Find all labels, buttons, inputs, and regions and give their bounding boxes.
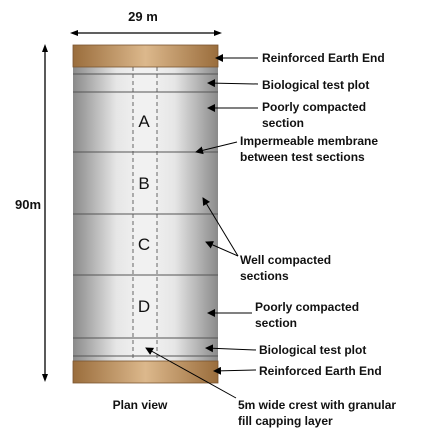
arrow-reinforced-bot (213, 366, 257, 375)
arrow-crest (145, 347, 237, 399)
label-reinforced-top: Reinforced Earth End (262, 51, 385, 65)
label-well-line2: sections (240, 269, 289, 283)
label-poor-bot-line2: section (255, 316, 297, 330)
width-label: 29 m (128, 9, 158, 24)
height-label: 90m (15, 197, 41, 212)
label-membrane-line2: between test sections (240, 150, 365, 164)
label-poor-top-line2: section (262, 116, 304, 130)
label-membrane-line1: Impermeable membrane (240, 134, 378, 148)
label-poor-bot-line1: Poorly compacted (255, 300, 359, 314)
arrow-bio-bot (205, 344, 257, 353)
plan-view-caption: Plan view (113, 398, 168, 412)
label-poor-top-line1: Poorly compacted (262, 100, 366, 114)
crest-strip (133, 65, 157, 372)
reinforced-end-top (72, 44, 219, 68)
callout-arrows (145, 54, 259, 399)
label-bio-top: Biological test plot (262, 78, 369, 92)
label-reinforced-bot: Reinforced Earth End (259, 364, 382, 378)
section-dividers (73, 73, 218, 357)
arrow-well-c (205, 241, 239, 257)
arrow-membrane (195, 141, 238, 155)
label-bio-bot: Biological test plot (259, 343, 366, 357)
annotation-labels: Reinforced Earth End Biological test plo… (238, 51, 396, 428)
label-crest-line2: fill capping layer (238, 414, 333, 428)
section-label-c: C (138, 235, 150, 254)
section-label-b: B (138, 174, 149, 193)
arrow-well-b (202, 197, 239, 257)
label-crest-line1: 5m wide crest with granular (238, 398, 396, 412)
label-well-line1: Well compacted (240, 253, 331, 267)
reinforced-end-bottom (72, 360, 219, 384)
arrow-bio-top (207, 79, 259, 88)
section-label-d: D (138, 297, 150, 316)
section-label-a: A (138, 112, 150, 131)
